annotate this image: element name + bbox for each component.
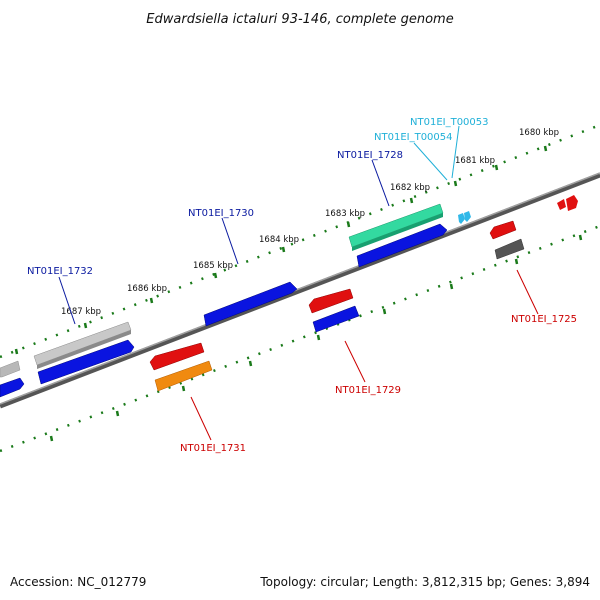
gene-feature-T00054[interactable]: [458, 213, 465, 224]
kbp-label-1681: 1681 kbp: [455, 156, 495, 166]
gene-label-T00054[interactable]: NT01EI_T00054: [374, 132, 453, 143]
gene-feature-blue-left[interactable]: [0, 377, 25, 398]
gene-feature-blue-1[interactable]: [37, 339, 135, 385]
gene-feature-1729[interactable]: [312, 305, 360, 333]
kbp-label-1685: 1685 kbp: [193, 261, 233, 271]
gene-label-1728[interactable]: NT01EI_1728: [337, 150, 403, 161]
genome-backbone: [0, 172, 600, 409]
genome-stats-text: Topology: circular; Length: 3,812,315 bp…: [259, 575, 590, 589]
gene-feature-red-right-2[interactable]: [566, 195, 578, 211]
kbp-label-1687: 1687 kbp: [61, 307, 101, 317]
kbp-label-1684: 1684 kbp: [259, 235, 299, 245]
reverse-strand-genes: [149, 220, 525, 392]
kbp-labels: 1680 kbp 1681 kbp 1682 kbp 1683 kbp 1684…: [61, 128, 559, 317]
kbp-label-1680: 1680 kbp: [519, 128, 559, 138]
gene-labels: NT01EI_T00053 NT01EI_T00054 NT01EI_1728 …: [27, 117, 577, 454]
gene-label-1725[interactable]: NT01EI_1725: [511, 314, 577, 325]
kbp-label-1683: 1683 kbp: [325, 209, 365, 219]
major-ticks-upper: [14, 145, 548, 355]
gene-feature-1730[interactable]: [203, 281, 298, 327]
kbp-label-1682: 1682 kbp: [390, 183, 430, 193]
forward-strand-genes: [0, 195, 578, 398]
gene-feature-blue-2[interactable]: [356, 223, 448, 268]
gene-feature-T00053[interactable]: [464, 211, 471, 222]
gene-feature-1731[interactable]: [154, 360, 213, 392]
gene-feature-gray-left[interactable]: [0, 360, 21, 378]
upper-tick-track: [0, 123, 600, 359]
map-title: Edwardsiella ictaluri 93-146, complete g…: [146, 12, 453, 27]
kbp-label-1686: 1686 kbp: [127, 284, 167, 294]
gene-feature-1729-red[interactable]: [308, 288, 354, 314]
accession-text: Accession: NC_012779: [10, 575, 146, 589]
gene-feature-1725-red[interactable]: [489, 220, 517, 240]
gene-feature-1725[interactable]: [494, 238, 525, 260]
gene-feature-1731-red[interactable]: [149, 342, 205, 371]
callout-lines: [58, 125, 539, 441]
gene-label-T00053[interactable]: NT01EI_T00053: [410, 117, 489, 128]
gene-label-1730[interactable]: NT01EI_1730: [188, 208, 254, 219]
gene-feature-red-right-1[interactable]: [557, 199, 566, 210]
gene-label-1732[interactable]: NT01EI_1732: [27, 266, 93, 277]
gene-label-1731[interactable]: NT01EI_1731: [180, 443, 246, 454]
gene-label-1729[interactable]: NT01EI_1729: [335, 385, 401, 396]
major-ticks-lower: [49, 234, 583, 442]
